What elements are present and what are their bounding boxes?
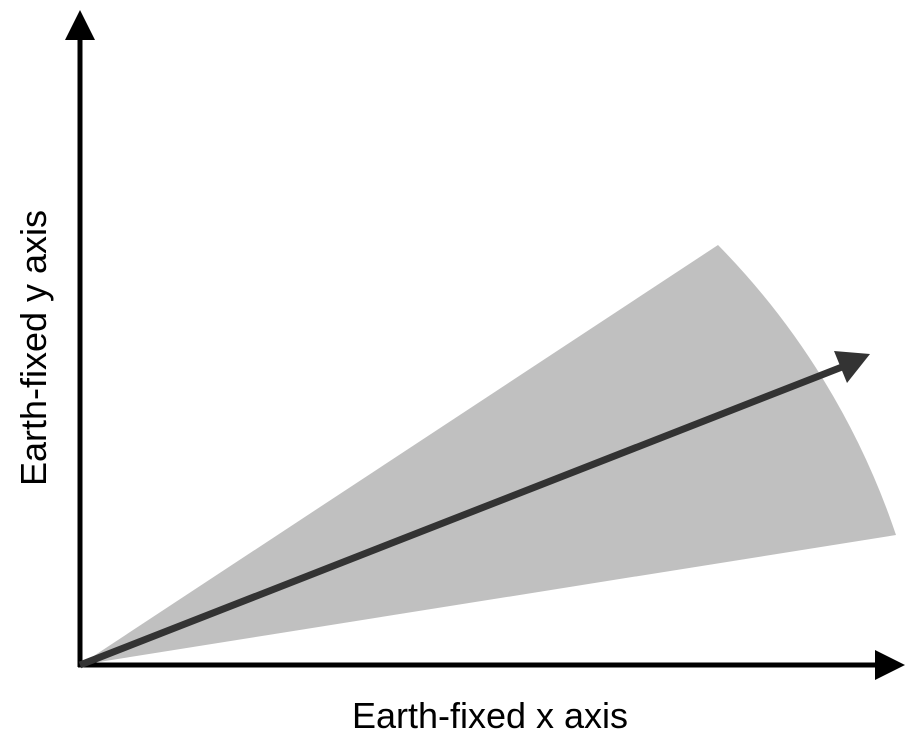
y-axis-label: Earth-fixed y axis bbox=[13, 210, 54, 486]
x-axis-label: Earth-fixed x axis bbox=[352, 695, 628, 736]
uncertainty-sector bbox=[80, 245, 896, 665]
x-axis-arrowhead bbox=[875, 650, 905, 680]
direction-vector-arrowhead bbox=[834, 351, 870, 383]
direction-vector-line bbox=[78, 363, 844, 669]
y-axis-arrowhead bbox=[65, 10, 95, 40]
